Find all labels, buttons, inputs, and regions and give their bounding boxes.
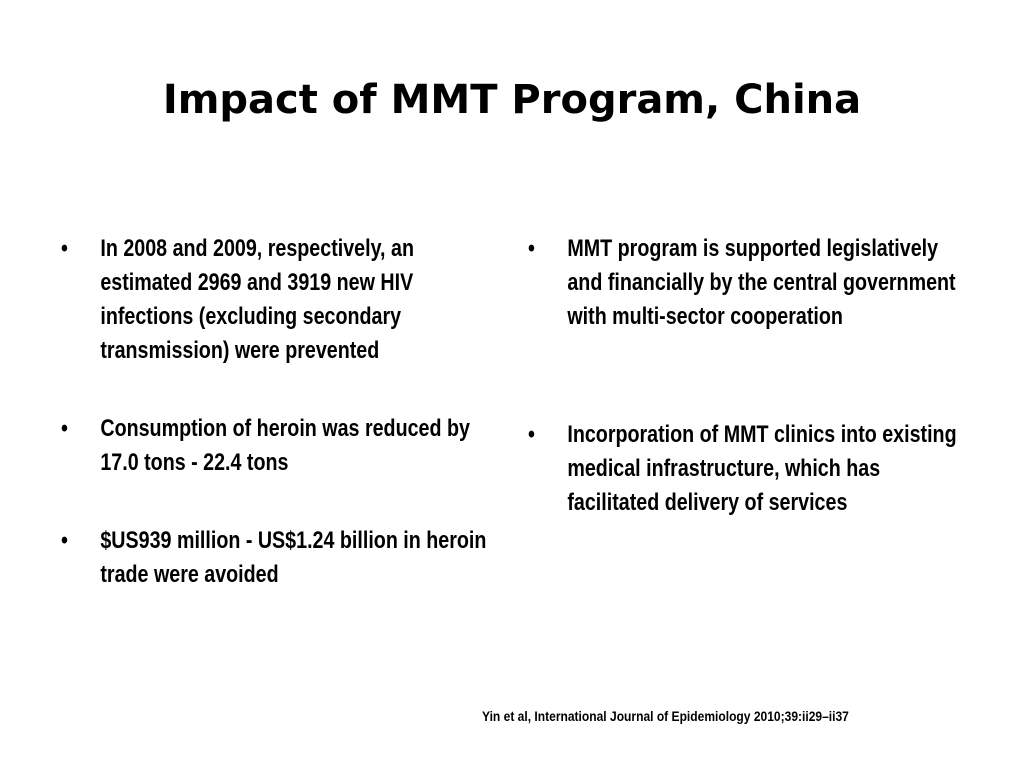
bullet-text: In 2008 and 2009, respectively, an estim…	[100, 235, 414, 364]
bullet-item: • MMT program is supported legislatively…	[528, 232, 971, 334]
citation: Yin et al, International Journal of Epid…	[482, 708, 849, 724]
right-bullet-list: • MMT program is supported legislatively…	[528, 232, 971, 520]
bullet-icon: •	[528, 421, 535, 448]
bullet-icon: •	[61, 415, 68, 442]
bullet-item: • $US939 million - US$1.24 billion in he…	[61, 524, 496, 592]
bullet-item: • Consumption of heroin was reduced by 1…	[61, 412, 496, 480]
bullet-item: • Incorporation of MMT clinics into exis…	[528, 418, 971, 520]
slide-title: Impact of MMT Program, China	[162, 77, 862, 123]
bullet-text: MMT program is supported legislatively a…	[567, 235, 956, 330]
bullet-icon: •	[61, 527, 68, 554]
left-bullet-list: • In 2008 and 2009, respectively, an est…	[61, 232, 496, 592]
bullet-item: • In 2008 and 2009, respectively, an est…	[61, 232, 496, 368]
bullet-text: Incorporation of MMT clinics into existi…	[567, 421, 957, 516]
bullet-text: Consumption of heroin was reduced by 17.…	[100, 415, 470, 476]
bullet-icon: •	[61, 235, 68, 262]
bullet-icon: •	[528, 235, 535, 262]
bullet-text: $US939 million - US$1.24 billion in hero…	[100, 527, 487, 588]
